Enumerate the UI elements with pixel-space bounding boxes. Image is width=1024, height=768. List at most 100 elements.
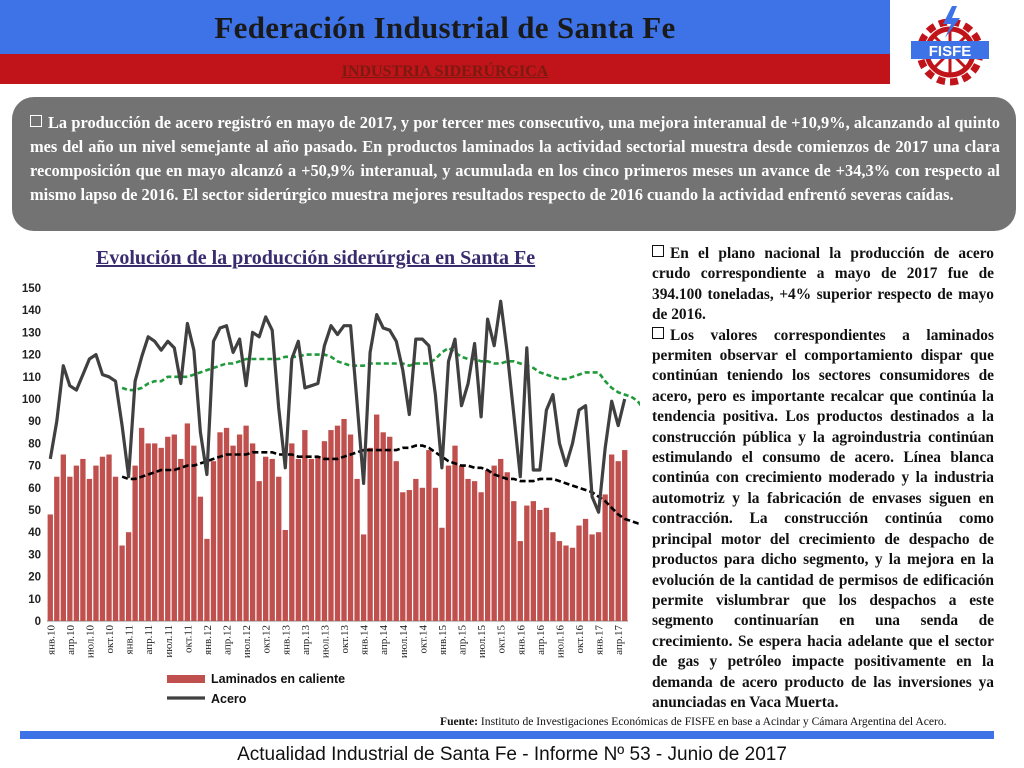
bar-laminados <box>576 525 582 621</box>
x-tick-label: июл.13 <box>319 625 331 659</box>
chart-title: Evolución de la producción siderúrgica e… <box>96 247 536 269</box>
x-tick-label: окт.14 <box>417 625 429 654</box>
bar-laminados <box>550 532 556 621</box>
y-tick-label: 20 <box>28 572 41 584</box>
bar-laminados <box>530 501 537 621</box>
x-tick-label: апр.10 <box>65 625 77 655</box>
x-tick-label: апр.11 <box>143 625 155 654</box>
bar-laminados <box>400 492 406 621</box>
lightning-icon <box>943 6 960 38</box>
x-tick-label: апр.12 <box>222 625 234 655</box>
bar-laminados <box>406 490 412 621</box>
bar-laminados <box>112 476 119 621</box>
bar-laminados <box>106 454 112 621</box>
x-tick-label: янв.11 <box>124 625 136 654</box>
y-tick-label: 100 <box>22 394 41 406</box>
trend-line-acero <box>121 346 640 407</box>
x-tick-label: июл.11 <box>163 625 175 658</box>
commentary-paragraph-2: Los valores correspondientes a laminados… <box>652 326 994 711</box>
bar-laminados <box>80 458 86 621</box>
bar-laminados <box>432 487 439 621</box>
bar-laminados <box>249 443 256 621</box>
x-tick-label: янв.14 <box>359 625 371 655</box>
bar-laminados <box>360 534 367 621</box>
bar-laminados <box>334 425 341 621</box>
bar-laminados <box>158 447 164 621</box>
x-tick-label: янв.13 <box>280 625 292 655</box>
checkbox-bullet-icon <box>30 115 42 127</box>
bar-laminados <box>367 447 373 621</box>
y-tick-label: 150 <box>22 283 41 295</box>
header-blue-band <box>0 0 890 54</box>
x-tick-label: окт.12 <box>261 625 273 653</box>
bar-laminados <box>223 427 230 621</box>
x-tick-label: окт.11 <box>182 625 194 653</box>
bar-laminados <box>609 454 615 621</box>
source-note: Fuente: Instituto de Investigaciones Eco… <box>440 715 947 728</box>
checkbox-bullet-icon <box>652 326 664 339</box>
y-tick-label: 110 <box>22 372 41 384</box>
bar-laminados <box>145 443 151 621</box>
x-tick-label: апр.17 <box>613 625 625 655</box>
y-tick-label: 90 <box>28 416 41 428</box>
bar-laminados <box>563 545 569 621</box>
bar-laminados <box>165 436 171 621</box>
bar-laminados <box>556 541 563 621</box>
bar-laminados <box>413 478 419 621</box>
bar-laminados <box>73 465 80 621</box>
x-tick-label: окт.16 <box>574 625 586 654</box>
y-tick-label: 60 <box>28 483 41 495</box>
bar-laminados <box>54 476 60 621</box>
y-tick-label: 40 <box>28 527 41 539</box>
bar-laminados <box>465 478 471 621</box>
bar-laminados <box>504 472 510 621</box>
bar-laminados <box>125 532 132 621</box>
x-tick-label: окт.10 <box>104 625 116 654</box>
bar-laminados <box>569 547 576 621</box>
bar-laminados <box>210 461 217 621</box>
bar-laminados <box>60 454 66 621</box>
bar-laminados <box>217 432 223 621</box>
logo-text: FISFE <box>929 43 972 60</box>
bar-laminados <box>354 478 360 621</box>
commentary-paragraph-1: En el plano nacional la producción de ac… <box>652 245 994 324</box>
bar-laminados <box>602 494 608 621</box>
x-tick-label: янв.17 <box>594 625 606 655</box>
x-tick-label: янв.15 <box>437 625 449 655</box>
header-red-band <box>0 54 890 84</box>
y-tick-label: 140 <box>22 305 41 317</box>
x-tick-label: апр.13 <box>300 625 312 655</box>
bar-laminados <box>269 458 275 621</box>
bar-laminados <box>511 501 517 621</box>
national-commentary: En el plano nacional la producción de ac… <box>652 244 994 713</box>
x-tick-label: окт.15 <box>496 625 508 654</box>
bar-laminados <box>308 458 315 621</box>
bar-laminados <box>184 423 191 621</box>
bar-laminados <box>419 487 426 621</box>
bar-laminados <box>119 545 125 621</box>
legend-swatch-laminados <box>167 675 205 683</box>
x-tick-label: окт.13 <box>339 625 351 654</box>
trend-line-laminados <box>121 444 640 525</box>
bar-laminados <box>582 518 589 621</box>
bar-laminados <box>204 538 210 621</box>
bar-laminados <box>393 461 399 621</box>
source-text: Instituto de Investigaciones Económicas … <box>480 715 947 728</box>
page-footer: Actualidad Industrial de Santa Fe - Info… <box>237 744 787 765</box>
bar-laminados <box>328 430 334 621</box>
bar-laminados <box>138 427 145 621</box>
x-tick-label: июл.10 <box>84 625 96 659</box>
bar-laminados <box>615 461 621 621</box>
bar-laminados <box>243 425 249 621</box>
bar-laminados <box>387 436 393 621</box>
bar-laminados <box>132 465 138 621</box>
line-acero <box>48 299 627 514</box>
y-tick-label: 0 <box>35 616 41 628</box>
x-tick-label: июл.14 <box>398 625 410 659</box>
bar-laminados <box>47 514 53 621</box>
y-tick-label: 80 <box>28 438 41 450</box>
bar-laminados <box>256 481 262 621</box>
bar-laminados <box>445 465 452 621</box>
summary-text: La producción de acero registró en mayo … <box>30 113 1000 204</box>
bar-laminados <box>93 465 99 621</box>
